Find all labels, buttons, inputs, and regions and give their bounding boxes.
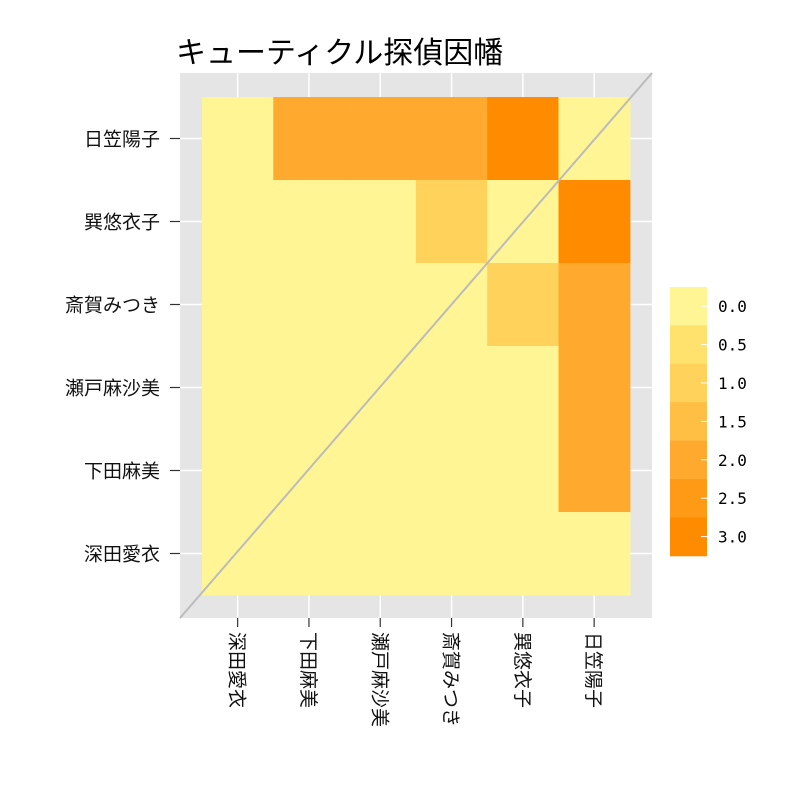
y-tick-label: 日笠陽子 — [84, 129, 160, 151]
heatmap-cell — [344, 97, 417, 181]
heatmap-cell — [558, 180, 631, 264]
legend-swatch — [670, 479, 707, 518]
legend-label: 0.5 — [718, 336, 747, 355]
legend-swatch — [670, 325, 707, 365]
heatmap-cell — [273, 97, 346, 181]
legend-label: 1.0 — [718, 374, 747, 393]
y-tick-label: 斎賀みつき — [65, 295, 160, 317]
heatmap-cell — [344, 263, 417, 347]
x-tick-label: 巽悠衣子 — [511, 632, 533, 708]
legend-label: 0.0 — [718, 297, 747, 316]
legend-label: 3.0 — [718, 528, 747, 547]
heatmap-cell — [487, 263, 560, 347]
heatmap-cell — [558, 346, 631, 430]
x-tick-label: 瀬戸麻沙美 — [368, 632, 390, 727]
legend-swatch — [670, 287, 707, 326]
color-legend: 0.0 0.5 1.0 1.5 2.0 2.5 3.0 — [670, 287, 747, 557]
y-tick-label: 下田麻美 — [84, 461, 160, 483]
heatmap-cell — [273, 429, 346, 513]
heatmap-cell — [415, 180, 488, 264]
x-tick-label: 斎賀みつき — [440, 632, 462, 727]
legend-swatch — [670, 517, 707, 557]
legend-label: 2.5 — [718, 489, 747, 508]
heatmap-cell — [344, 512, 417, 596]
heatmap-cell — [273, 346, 346, 430]
heatmap-cell — [344, 180, 417, 264]
heatmap-cell — [558, 263, 631, 347]
diagonal-line — [179, 72, 653, 619]
heatmap-cell — [202, 97, 274, 181]
x-tick-label: 深田愛衣 — [226, 632, 248, 708]
y-tick-label: 巽悠衣子 — [84, 212, 160, 234]
heatmap-cell — [415, 512, 488, 596]
heatmap-cell — [273, 263, 346, 347]
heatmap-cell — [273, 180, 346, 264]
heatmap-cell — [487, 346, 560, 430]
legend-swatch — [670, 440, 707, 480]
y-tick-label: 瀬戸麻沙美 — [65, 378, 160, 400]
heatmap-cells — [202, 97, 631, 596]
heatmap-cell — [415, 346, 488, 430]
heatmap-cell — [415, 429, 488, 513]
heatmap-cell — [202, 180, 274, 264]
legend-label: 2.0 — [718, 451, 747, 470]
legend-swatch — [670, 363, 707, 403]
heatmap-cell — [202, 512, 274, 596]
heatmap-cell — [344, 429, 417, 513]
x-tick-label: 日笠陽子 — [582, 632, 604, 708]
heatmap-cell — [202, 263, 274, 347]
x-tick-label: 下田麻美 — [297, 632, 319, 708]
heatmap-cell — [202, 346, 274, 430]
heatmap-cell — [415, 97, 488, 181]
heatmap-cell — [558, 429, 631, 513]
heatmap-cell — [202, 429, 274, 513]
heatmap-cell — [487, 512, 560, 596]
heatmap-cell — [487, 429, 560, 513]
heatmap-cell — [487, 97, 560, 181]
chart-title: キューティクル探偵因幡 — [176, 36, 503, 71]
legend-swatch — [670, 402, 707, 442]
y-tick-label: 深田愛衣 — [84, 544, 160, 566]
heatmap-cell — [273, 512, 346, 596]
heatmap-cell — [558, 512, 631, 596]
legend-label: 1.5 — [718, 412, 747, 431]
x-axis: 深田愛衣 下田麻美 瀬戸麻沙美 斎賀みつき 巽悠衣子 日笠陽子 — [226, 618, 604, 727]
